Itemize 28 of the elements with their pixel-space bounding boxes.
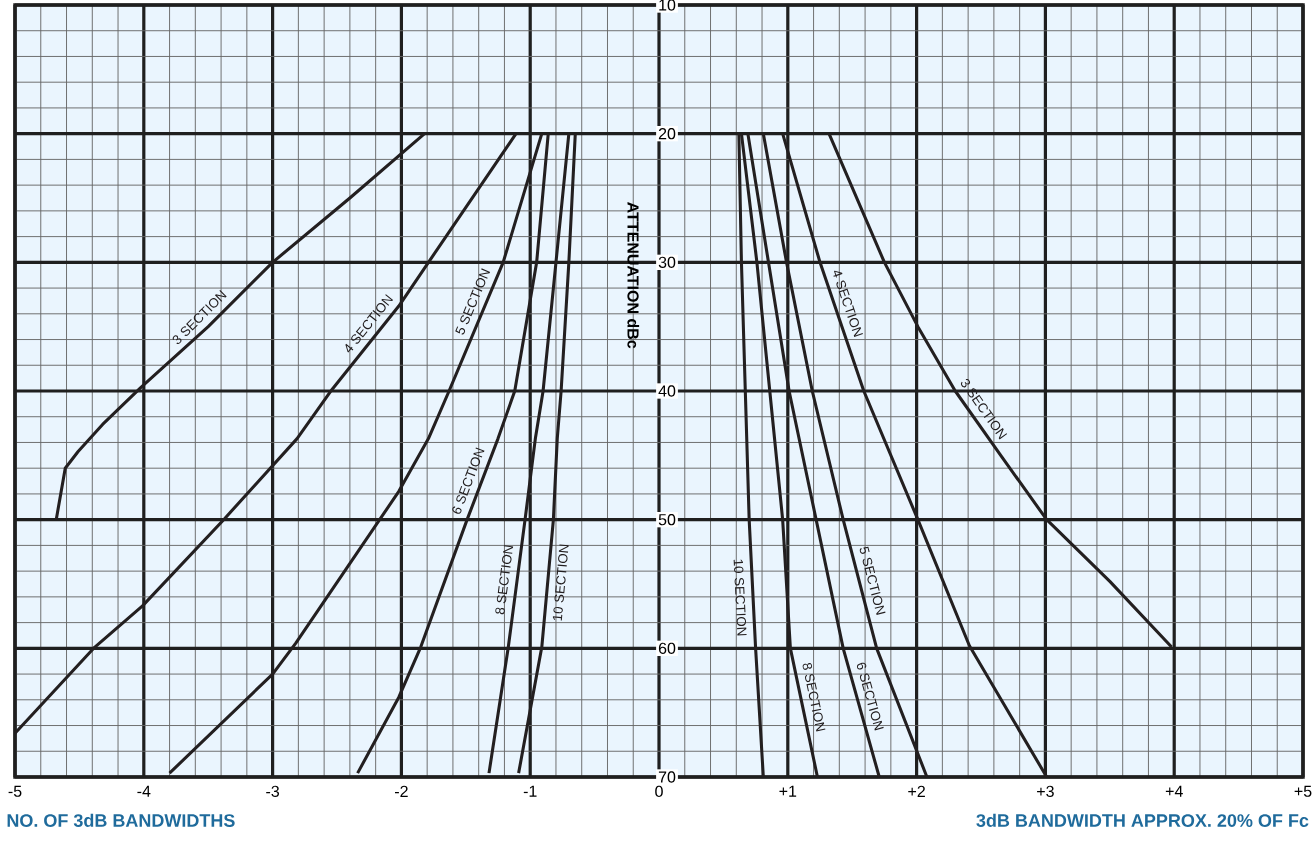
text: 3dB BANDWIDTH APPROX. 20% OF Fc xyxy=(976,813,1309,827)
y-tick-label: 30 xyxy=(658,256,676,268)
x-tick-label: -3 xyxy=(266,785,280,798)
x-tick-label: +4 xyxy=(1165,785,1183,797)
x-tick-label: +1 xyxy=(779,785,797,797)
x-axis-title: NO. OF 3dB BANDWIDTHS xyxy=(7,813,235,827)
line-series xyxy=(827,132,1174,649)
text: 8 SECTION xyxy=(495,545,514,615)
x-tick-label: -1 xyxy=(523,785,537,797)
text: 8 SECTION xyxy=(802,662,826,732)
y-tick-label: 70 xyxy=(658,771,676,783)
x-tick-label: -2 xyxy=(395,785,408,797)
x-tick-label: +2 xyxy=(908,785,925,797)
x-tick-label: +5 xyxy=(1294,785,1312,797)
line-series xyxy=(517,132,577,775)
line-series xyxy=(168,132,544,775)
y-tick-label: 20 xyxy=(658,128,676,140)
y-tick-label: 40 xyxy=(658,385,676,397)
y-tick-label: 60 xyxy=(658,642,676,654)
text: 10 SECTION xyxy=(552,544,569,621)
x-tick-label: 0 xyxy=(655,785,663,798)
y-axis-title: ATTENUATION dBc xyxy=(627,202,640,349)
x-tick-label: +3 xyxy=(1037,785,1054,798)
y-tick-label: 50 xyxy=(658,514,676,526)
text: 10 SECTION xyxy=(733,559,747,636)
y-tick-label: 10 xyxy=(659,0,676,11)
x-tick-label: -5 xyxy=(8,785,22,797)
x-tick-label: -4 xyxy=(137,785,151,797)
